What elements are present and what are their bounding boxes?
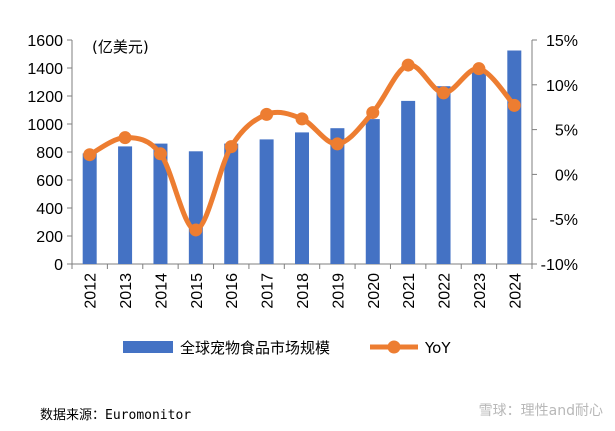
left-tick-label: 800 [36,145,63,162]
right-tick-label: -5% [550,212,578,229]
legend-line-marker [387,340,401,354]
x-tick-label: 2023 [472,273,489,309]
x-tick-label: 2013 [118,273,135,309]
x-tick-label: 2015 [189,273,206,309]
left-tick-label: 600 [36,173,63,190]
legend-bar-label: 全球宠物食品市场规模 [180,339,330,357]
legend: 全球宠物食品市场规模 YoY [123,339,451,357]
left-axis-unit: (亿美元) [92,38,149,56]
yoy-point-2012 [83,148,97,162]
x-tick-label: 2014 [153,273,170,309]
left-tick-label: 1600 [27,33,63,50]
yoy-point-2020 [366,106,380,120]
watermark: 雪球：理性and耐心 [478,403,603,419]
bar-2016 [224,143,239,264]
left-tick-label: 1200 [27,89,63,106]
bar-2013 [118,146,133,264]
right-tick-label: 10% [546,78,578,95]
bar-2015 [188,151,203,264]
left-tick-label: 1000 [27,117,63,134]
x-tick-label: 2022 [437,273,454,309]
yoy-point-2022 [437,86,451,100]
x-tick-label: 2021 [401,273,418,309]
bar-2018 [295,132,309,264]
bar-2012 [82,153,97,264]
yoy-point-2018 [295,112,309,126]
source-label: 数据来源： [40,408,106,423]
x-tick-label: 2016 [224,273,241,309]
yoy-point-2014 [153,147,167,161]
bar-2014 [153,143,168,264]
yoy-point-2023 [472,62,486,76]
legend-line-label: YoY [424,339,451,357]
bar-2024 [507,50,522,264]
bar-2019 [330,128,345,264]
source-value: Euromonitor [105,408,192,423]
yoy-point-2013 [118,131,132,145]
x-tick-label: 2018 [295,273,312,309]
bar-series [82,50,522,265]
right-tick-label: 0% [555,167,578,184]
bar-2017 [259,139,274,264]
legend-bar-swatch [123,341,173,353]
right-tick-label: 5% [555,123,578,140]
x-tick-label: 2017 [260,273,277,309]
yoy-point-2017 [260,107,274,121]
x-tick-label: 2012 [83,273,100,309]
yoy-point-2016 [224,140,238,154]
left-tick-label: 1400 [27,61,63,78]
yoy-point-2024 [507,98,521,112]
bar-2020 [365,119,380,264]
tick-labels: 0 200 400 600 800 1000 1200 1400 1600 -10% -5% 0% 5%… [27,33,578,309]
x-tick-label: 2020 [366,273,383,309]
yoy-point-2021 [401,58,415,72]
yoy-point-2015 [189,223,203,237]
x-tick-label: 2024 [507,273,524,309]
right-tick-label: 15% [546,33,578,50]
yoy-line-series [83,58,521,237]
bar-2022 [436,86,451,264]
yoy-point-2019 [330,137,344,151]
left-tick-label: 200 [36,229,63,246]
right-tick-label: -10% [541,257,578,274]
bar-2023 [471,72,486,264]
left-tick-label: 0 [54,257,63,274]
left-tick-label: 400 [36,201,63,218]
x-tick-label: 2019 [330,273,347,309]
bar-2021 [401,100,416,265]
source-note: 数据来源：Euromonitor [40,404,191,423]
